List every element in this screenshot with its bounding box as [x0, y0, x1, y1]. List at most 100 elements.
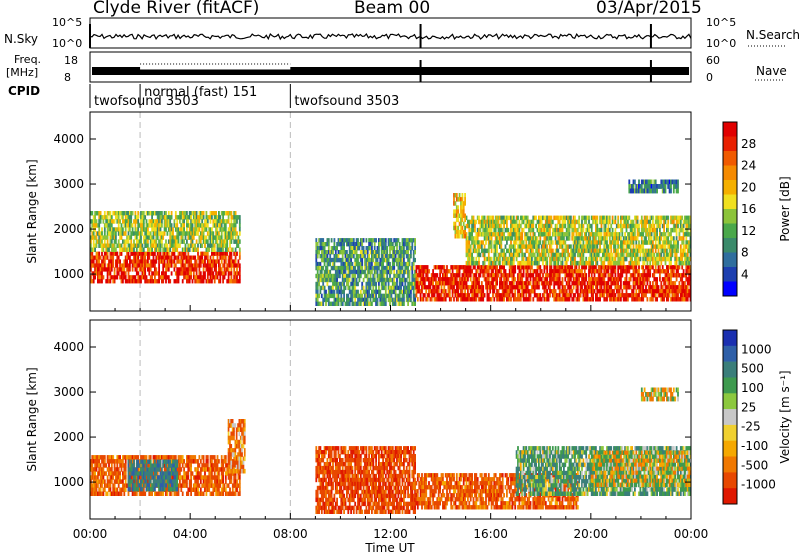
data-cell: [351, 281, 354, 287]
data-cell: [142, 259, 145, 264]
data-cell: [436, 297, 439, 302]
data-cell: [389, 293, 391, 299]
data-cell: [599, 244, 601, 249]
data-cell: [464, 273, 466, 278]
data-cell: [325, 289, 327, 295]
data-cell: [564, 252, 567, 258]
data-cell: [234, 239, 237, 244]
data-cell: [576, 293, 579, 298]
data-cell: [383, 277, 386, 283]
data-cell: [685, 273, 688, 278]
data-cell: [116, 263, 119, 268]
data-cell: [403, 273, 405, 279]
data-cell: [540, 232, 543, 237]
data-cell: [113, 271, 116, 276]
data-cell: [500, 252, 503, 258]
data-cell: [403, 301, 405, 306]
data-cell: [227, 275, 230, 280]
data-cell: [238, 275, 241, 280]
nsearch-label: N.Search: [746, 28, 800, 42]
data-cell: [337, 293, 340, 299]
data-cell: [398, 257, 401, 263]
data-cell: [589, 236, 592, 241]
data-cell: [564, 277, 567, 282]
data-cell: [610, 265, 613, 270]
data-cell: [519, 273, 522, 278]
data-cell: [147, 255, 149, 260]
data-cell: [378, 285, 380, 291]
data-cell: [500, 281, 503, 286]
data-cell: [222, 275, 224, 280]
data-cell: [416, 289, 419, 294]
data-cell: [398, 293, 401, 299]
data-cell: [127, 227, 130, 232]
data-cell: [608, 244, 611, 249]
data-cell: [149, 219, 152, 224]
data-cell: [572, 269, 575, 274]
data-cell: [234, 219, 237, 224]
data-cell: [389, 273, 391, 279]
data-cell: [607, 252, 610, 258]
data-cell: [458, 285, 461, 290]
data-cell: [91, 219, 94, 224]
data-cell: [205, 255, 208, 260]
data-cell: [615, 297, 618, 302]
data-cell: [213, 275, 216, 280]
data-cell: [400, 297, 402, 303]
data-cell: [486, 289, 489, 294]
data-cell: [556, 281, 558, 286]
data-cell: [628, 281, 631, 286]
data-cell: [105, 235, 108, 240]
data-cell: [145, 231, 148, 236]
data-cell: [341, 246, 344, 251]
data-cell: [95, 219, 98, 224]
data-cell: [163, 215, 166, 220]
data-cell: [528, 260, 530, 266]
data-cell: [494, 215, 497, 221]
data-cell: [397, 269, 400, 275]
data-cell: [553, 273, 556, 278]
data-cell: [391, 297, 394, 303]
data-cell: [450, 273, 453, 278]
data-cell: [572, 236, 575, 241]
data-cell: [412, 293, 415, 299]
data-cell: [316, 273, 319, 279]
data-cell: [451, 285, 454, 290]
data-cell: [397, 250, 400, 255]
data-cell: [378, 254, 380, 259]
data-cell: [238, 255, 241, 260]
data-cell: [199, 235, 202, 240]
data-cell: [510, 265, 512, 270]
data-cell: [590, 215, 593, 221]
data-cell: [631, 297, 633, 302]
data-cell: [405, 293, 408, 299]
data-cell: [326, 269, 329, 275]
data-cell: [494, 260, 497, 266]
data-cell: [606, 240, 608, 245]
data-cell: [467, 256, 469, 262]
data-cell: [315, 289, 318, 295]
data-cell: [192, 219, 195, 224]
data-cell: [547, 227, 550, 233]
data-cell: [506, 256, 508, 262]
data-cell: [124, 223, 127, 228]
data-cell: [408, 257, 411, 263]
data-cell: [165, 243, 167, 248]
data-cell: [165, 255, 167, 260]
data-cell: [526, 289, 529, 294]
data-cell: [603, 215, 606, 221]
data-cell: [531, 265, 533, 270]
data-cell: [393, 261, 396, 267]
data-cell: [467, 260, 469, 266]
data-cell: [326, 250, 329, 255]
data-cell: [560, 265, 562, 270]
data-cell: [343, 242, 345, 247]
data-cell: [346, 281, 348, 287]
data-cell: [366, 281, 369, 287]
data-cell: [391, 285, 394, 291]
data-cell: [645, 293, 647, 298]
data-cell: [140, 243, 142, 248]
data-cell: [166, 231, 169, 236]
data-cell: [621, 244, 624, 249]
data-cell: [351, 238, 354, 243]
